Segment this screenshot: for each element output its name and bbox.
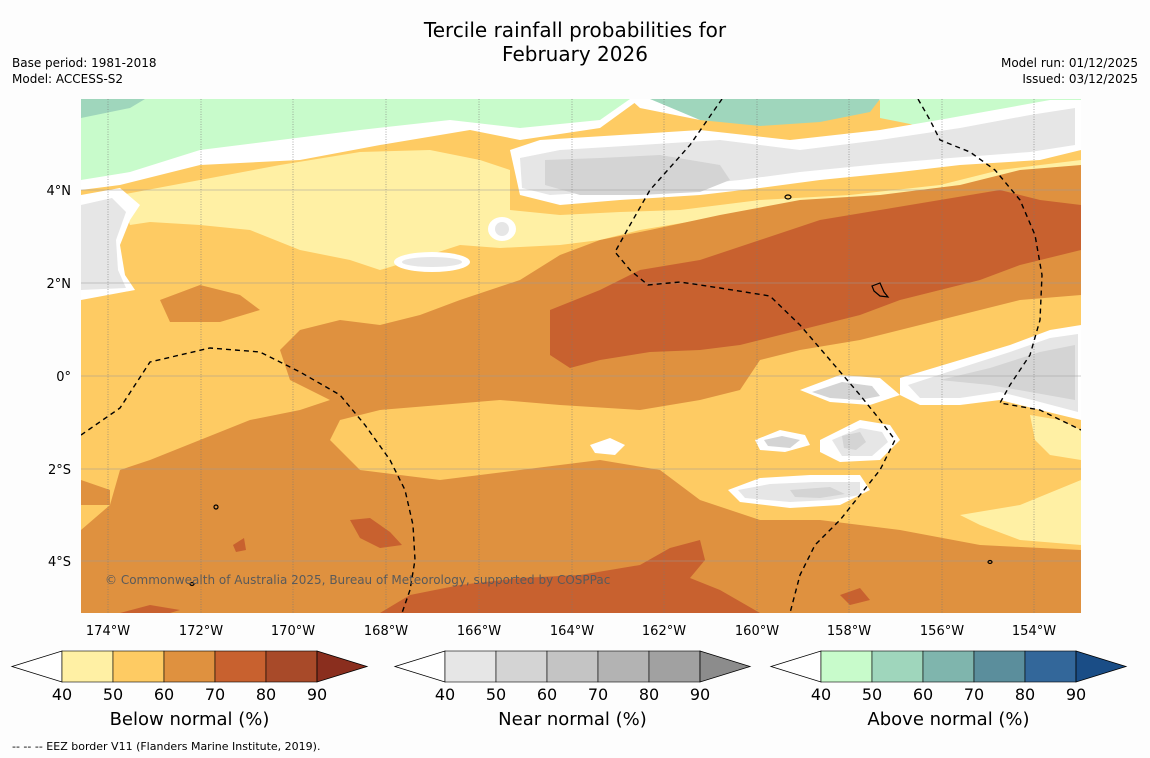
title-line2: February 2026 bbox=[502, 42, 648, 66]
colorbar-near-tick: 40 bbox=[435, 685, 455, 704]
colorbar-above-label: Above normal (%) bbox=[867, 709, 1030, 730]
x-tick: 160°W bbox=[735, 624, 779, 639]
x-tick-labels: 174°W 172°W 170°W 168°W 166°W 164°W 162°… bbox=[86, 624, 1056, 639]
colorbar-below-min-extend bbox=[10, 650, 63, 683]
colorbar-near-swatch bbox=[444, 650, 497, 683]
colorbar-near-min-extend bbox=[393, 650, 446, 683]
y-tick: 4°N bbox=[47, 184, 72, 199]
map-title: Tercile rainfall probabilities for Febru… bbox=[0, 18, 1150, 66]
eez-border bbox=[81, 99, 1081, 613]
colorbar-above-max-extend bbox=[1075, 650, 1128, 683]
x-tick: 166°W bbox=[457, 624, 501, 639]
colorbar-above-normal: 40 50 60 70 80 90 bbox=[769, 650, 1128, 704]
colorbar-above-tick: 60 bbox=[913, 685, 933, 704]
x-tick: 172°W bbox=[179, 624, 223, 639]
meta-right: Model run: 01/12/2025 Issued: 03/12/2025 bbox=[1001, 55, 1138, 87]
colorbar-below-tick: 80 bbox=[256, 685, 276, 704]
colorbar-near-max-extend bbox=[699, 650, 752, 683]
meta-left: Base period: 1981-2018 Model: ACCESS-S2 bbox=[12, 55, 157, 87]
x-tick: 170°W bbox=[271, 624, 315, 639]
meridian-grid bbox=[107, 99, 1035, 613]
map-field: © Commonwealth of Australia 2025, Bureau… bbox=[81, 99, 1081, 613]
colorbar-above-tick: 90 bbox=[1066, 685, 1086, 704]
colorbar-above-tick: 40 bbox=[811, 685, 831, 704]
y-tick: 2°N bbox=[47, 277, 72, 292]
y-tick-labels: 4°N 2°N 0° 2°S 4°S bbox=[47, 184, 72, 570]
copyright-note: © Commonwealth of Australia 2025, Bureau… bbox=[105, 573, 610, 587]
y-tick: 2°S bbox=[48, 463, 71, 478]
colorbar-below-max-extend bbox=[316, 650, 369, 683]
colorbar-below-tick: 70 bbox=[205, 685, 225, 704]
x-tick: 158°W bbox=[827, 624, 871, 639]
colorbar-near-tick: 70 bbox=[588, 685, 608, 704]
colorbar-above-tick: 50 bbox=[862, 685, 882, 704]
colorbar-above-swatch bbox=[871, 650, 924, 683]
y-tick: 0° bbox=[56, 370, 71, 385]
colorbar-near-label: Near normal (%) bbox=[498, 709, 647, 730]
colorbar-below-swatch bbox=[265, 650, 318, 683]
x-tick: 154°W bbox=[1012, 624, 1056, 639]
colorbar-below-tick: 60 bbox=[154, 685, 174, 704]
x-tick: 156°W bbox=[920, 624, 964, 639]
colorbar-above-min-extend bbox=[769, 650, 822, 683]
colorbar-above-swatch bbox=[973, 650, 1026, 683]
colorbar-below-swatch bbox=[163, 650, 216, 683]
colorbar-above-swatch bbox=[1024, 650, 1077, 683]
colorbar-above-swatch bbox=[820, 650, 873, 683]
colorbar-near-tick: 80 bbox=[639, 685, 659, 704]
y-tick: 4°S bbox=[48, 555, 71, 570]
x-tick: 168°W bbox=[364, 624, 408, 639]
colorbar-below-swatch bbox=[112, 650, 165, 683]
colorbar-below-swatch bbox=[61, 650, 114, 683]
model-name: Model: ACCESS-S2 bbox=[12, 72, 124, 86]
x-tick: 162°W bbox=[642, 624, 686, 639]
colorbar-near-swatch bbox=[495, 650, 548, 683]
colorbar-above-tick: 80 bbox=[1015, 685, 1035, 704]
issued-date: Issued: 03/12/2025 bbox=[1022, 72, 1138, 86]
colorbar-above-swatch bbox=[922, 650, 975, 683]
parallel-grid bbox=[81, 189, 1081, 562]
colorbar-near-swatch bbox=[597, 650, 650, 683]
colorbar-below-swatch bbox=[214, 650, 267, 683]
colorbar-below-tick: 40 bbox=[52, 685, 72, 704]
base-period: Base period: 1981-2018 bbox=[12, 56, 157, 70]
colorbar-below-label: Below normal (%) bbox=[109, 709, 270, 730]
x-tick: 174°W bbox=[86, 624, 130, 639]
colorbar-below-normal: 40 50 60 70 80 90 bbox=[10, 650, 369, 704]
colorbar-below-tick: 90 bbox=[307, 685, 327, 704]
island-outlines bbox=[189, 194, 993, 587]
x-tick: 164°W bbox=[550, 624, 594, 639]
colorbar-near-swatch bbox=[546, 650, 599, 683]
colorbar-near-tick: 50 bbox=[486, 685, 506, 704]
colorbar-near-tick: 60 bbox=[537, 685, 557, 704]
colorbar-below-tick: 50 bbox=[103, 685, 123, 704]
colorbar-near-normal: 40 50 60 70 80 90 bbox=[393, 650, 752, 704]
eez-footnote: -- -- -- EEZ border V11 (Flanders Marine… bbox=[12, 740, 321, 753]
model-run: Model run: 01/12/2025 bbox=[1000, 56, 1138, 70]
colorbar-near-swatch bbox=[648, 650, 701, 683]
title-line1: Tercile rainfall probabilities for bbox=[423, 18, 727, 42]
colorbar-above-tick: 70 bbox=[964, 685, 984, 704]
colorbar-near-tick: 90 bbox=[690, 685, 710, 704]
